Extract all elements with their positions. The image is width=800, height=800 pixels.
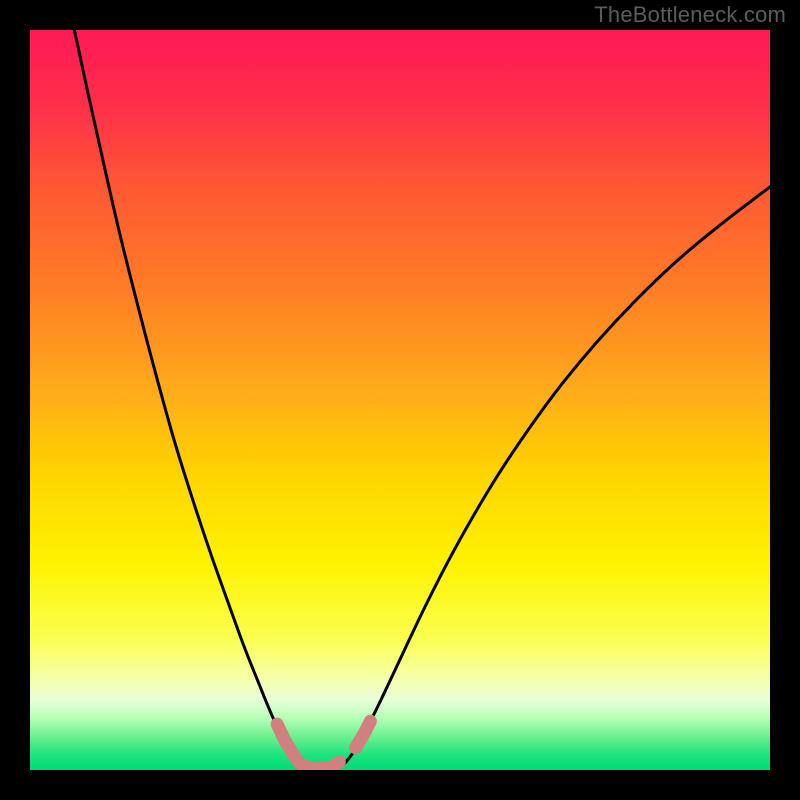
watermark-text: TheBottleneck.com — [594, 2, 786, 28]
chart-frame: TheBottleneck.com — [0, 0, 800, 800]
chart-svg — [0, 0, 800, 800]
